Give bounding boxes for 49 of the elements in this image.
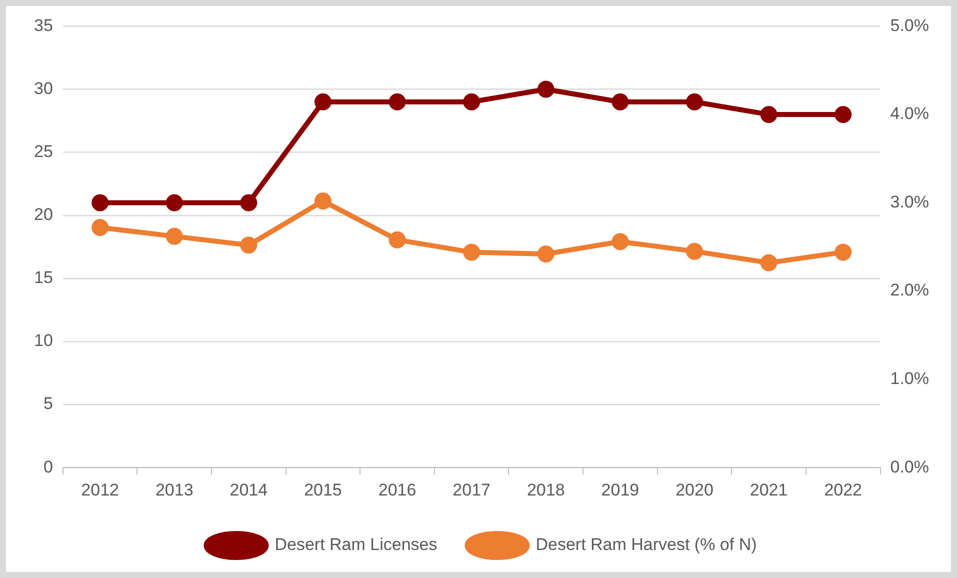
- y-tick-label: 25: [34, 142, 53, 161]
- x-tick-label: 2021: [750, 480, 788, 500]
- point: [92, 194, 109, 212]
- y-tick-label: 15: [34, 268, 53, 288]
- legend-label: Desert Ram Licenses: [274, 535, 438, 554]
- x-tick-label: 2014: [230, 480, 268, 500]
- x-tick-label: 2016: [378, 480, 416, 500]
- x-tick-label: 2020: [676, 480, 714, 500]
- point: [537, 245, 554, 262]
- point: [834, 244, 852, 261]
- point: [314, 192, 332, 210]
- point: [537, 80, 554, 98]
- x-tick-label: 2022: [824, 480, 862, 500]
- x-tick-label: 2018: [526, 480, 565, 500]
- y2-tick-label: 3.0%: [890, 192, 929, 212]
- point: [388, 231, 406, 248]
- y-tick-label: 20: [34, 205, 53, 224]
- point: [388, 93, 406, 110]
- point: [612, 233, 629, 250]
- legend-label: Desert Ram Harvest (% of N): [536, 535, 757, 554]
- point: [463, 93, 480, 110]
- point: [314, 93, 332, 110]
- y-tick-label: 10: [34, 331, 53, 350]
- point: [686, 242, 703, 260]
- y2-tick-label: 5.0%: [890, 16, 929, 35]
- x-tick-label: 2015: [304, 480, 342, 500]
- point: [686, 93, 703, 110]
- x-tick-label: 2019: [601, 480, 640, 500]
- point: [463, 244, 480, 261]
- point: [240, 236, 258, 254]
- point: [240, 194, 258, 212]
- y2-tick-label: 4.0%: [890, 104, 929, 124]
- y-tick-label: 35: [34, 16, 53, 35]
- point: [834, 106, 852, 123]
- y-tick-label: 30: [34, 78, 53, 98]
- x-tick-label: 2013: [155, 480, 194, 500]
- point: [166, 194, 183, 212]
- y-tick-label: 0: [43, 457, 53, 476]
- point: [760, 106, 778, 123]
- y2-tick-label: 0.0%: [890, 457, 929, 476]
- point: [166, 228, 183, 245]
- point: [92, 218, 109, 236]
- point: [612, 93, 629, 110]
- y-tick-label: 5: [43, 394, 53, 414]
- x-tick-label: 2017: [452, 480, 490, 500]
- x-tick-label: 2012: [81, 480, 119, 500]
- y2-tick-label: 2.0%: [890, 280, 929, 300]
- point: [760, 254, 778, 272]
- y2-tick-label: 1.0%: [890, 369, 929, 388]
